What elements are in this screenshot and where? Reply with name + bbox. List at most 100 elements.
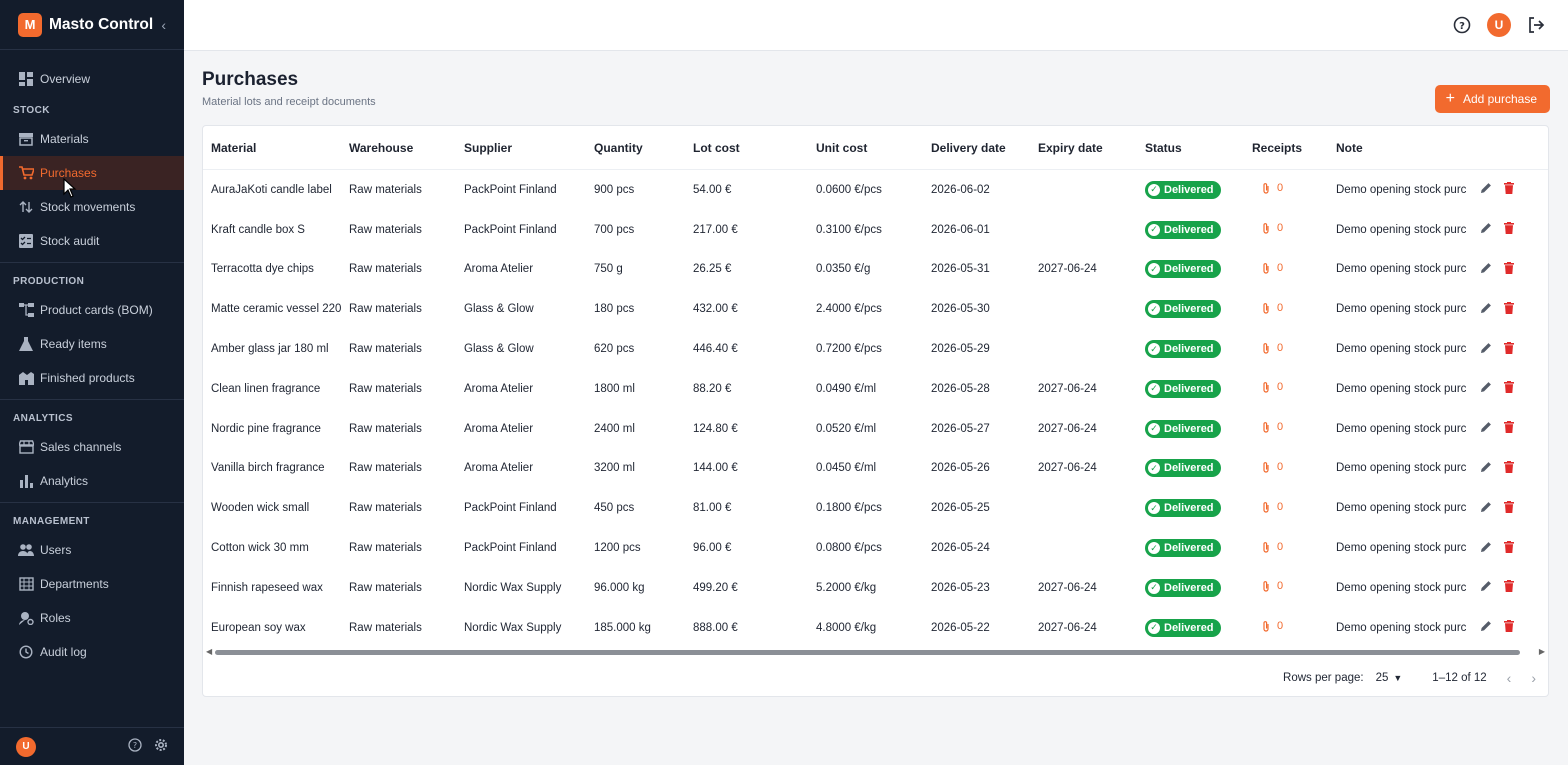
scroll-right-icon[interactable]: ▶ xyxy=(1538,647,1545,656)
previous-page-icon[interactable]: ‹ xyxy=(1506,670,1512,686)
sidebar-item-sales-channels[interactable]: Sales channels xyxy=(0,430,184,464)
user-avatar[interactable]: U xyxy=(16,736,36,757)
sidebar-item-stock-movements[interactable]: Stock movements xyxy=(0,190,184,224)
column-header-delivery-date[interactable]: Delivery date xyxy=(931,140,1006,155)
delete-icon[interactable] xyxy=(1504,301,1514,317)
sidebar-item-product-cards-bom-[interactable]: Product cards (BOM) xyxy=(0,293,184,327)
delete-icon[interactable] xyxy=(1504,222,1514,237)
table-row[interactable]: Vanilla birch fragrance Raw materials Arom… xyxy=(203,449,1548,489)
receipts-link[interactable]: 0 xyxy=(1252,182,1283,194)
edit-icon[interactable] xyxy=(1480,541,1492,556)
column-header-status[interactable]: Status xyxy=(1145,140,1182,155)
table-cell: AuraJaKoti candle label xyxy=(211,183,332,196)
receipts-count: 0 xyxy=(1277,301,1284,314)
table-cell: Raw materials xyxy=(349,223,422,236)
receipts-link[interactable]: 0 xyxy=(1252,381,1283,393)
account-avatar[interactable]: U xyxy=(1487,13,1511,37)
sidebar-item-audit-log[interactable]: Audit log xyxy=(0,635,184,669)
sidebar-item-analytics[interactable]: Analytics xyxy=(0,464,184,498)
receipts-link[interactable]: 0 xyxy=(1252,541,1283,553)
table-row[interactable]: AuraJaKoti candle label Raw materials Pack… xyxy=(203,170,1548,210)
help-icon[interactable]: ? xyxy=(1452,15,1472,35)
receipts-link[interactable]: 0 xyxy=(1252,461,1283,473)
table-row[interactable]: European soy wax Raw materials Nordic Wax … xyxy=(203,608,1548,648)
table-row[interactable]: Clean linen fragrance Raw materials Aroma … xyxy=(203,369,1548,409)
table-cell: Terracotta dye chips xyxy=(211,263,314,276)
rows-per-page-select[interactable]: 25 ▼ xyxy=(1376,672,1403,684)
table-row[interactable]: Kraft candle box S Raw materials PackPoint… xyxy=(203,210,1548,250)
edit-icon[interactable] xyxy=(1480,501,1492,516)
sidebar-item-purchases[interactable]: Purchases xyxy=(0,156,184,190)
table-cell: 2026-05-27 xyxy=(931,422,990,435)
column-header-lot-cost[interactable]: Lot cost xyxy=(693,140,740,155)
table-cell: 2026-05-29 xyxy=(931,343,990,356)
column-header-unit-cost[interactable]: Unit cost xyxy=(816,140,868,155)
column-header-supplier[interactable]: Supplier xyxy=(464,140,513,155)
scrollbar-thumb[interactable] xyxy=(215,650,1520,655)
delete-icon[interactable] xyxy=(1504,500,1514,516)
table-cell: 0.0520 €/ml xyxy=(816,422,877,435)
scroll-left-icon[interactable]: ◀ xyxy=(206,647,213,656)
table-row[interactable]: Cotton wick 30 mm Raw materials PackPoint … xyxy=(203,528,1548,568)
sidebar-item-departments[interactable]: Departments xyxy=(0,567,184,601)
column-header-warehouse[interactable]: Warehouse xyxy=(349,140,414,155)
horizontal-scrollbar[interactable]: ◀ ▶ xyxy=(203,646,1548,657)
edit-icon[interactable] xyxy=(1480,580,1492,595)
receipts-link[interactable]: 0 xyxy=(1252,421,1283,433)
collapse-sidebar-icon[interactable]: ‹ xyxy=(161,16,166,33)
delete-icon[interactable] xyxy=(1504,580,1514,595)
sidebar-item-roles[interactable]: Roles xyxy=(0,601,184,635)
settings-icon[interactable] xyxy=(154,738,168,755)
edit-icon[interactable] xyxy=(1480,461,1492,476)
delete-icon[interactable] xyxy=(1504,421,1514,436)
table-row[interactable]: Terracotta dye chips Raw materials Aroma A… xyxy=(203,250,1548,290)
add-purchase-button[interactable]: + Add purchase xyxy=(1434,85,1550,113)
receipts-link[interactable]: 0 xyxy=(1252,302,1283,314)
column-header-quantity[interactable]: Quantity xyxy=(594,140,643,155)
sidebar-item-stock-audit[interactable]: Stock audit xyxy=(0,224,184,258)
receipts-link[interactable]: 0 xyxy=(1252,342,1283,354)
sidebar-item-ready-items[interactable]: Ready items xyxy=(0,327,184,361)
edit-icon[interactable] xyxy=(1480,302,1492,317)
column-header-expiry-date[interactable]: Expiry date xyxy=(1038,140,1103,155)
table-row[interactable]: Matte ceramic vessel 220 Raw materials Gla… xyxy=(203,289,1548,329)
next-page-icon[interactable]: › xyxy=(1531,670,1536,686)
table-row[interactable]: Wooden wick small Raw materials PackPoint … xyxy=(203,488,1548,528)
column-header-note[interactable]: Note xyxy=(1336,140,1363,155)
edit-icon[interactable] xyxy=(1480,620,1492,635)
table-cell: 180 pcs xyxy=(594,303,635,316)
receipts-link[interactable]: 0 xyxy=(1252,501,1283,513)
delete-icon[interactable] xyxy=(1504,381,1514,396)
table-row[interactable]: Finnish rapeseed wax Raw materials Nordic … xyxy=(203,568,1548,608)
help-icon[interactable]: ? xyxy=(128,738,142,755)
delete-icon[interactable] xyxy=(1504,540,1514,556)
sidebar-item-finished-products[interactable]: Finished products xyxy=(0,361,184,395)
sidebar-item-users[interactable]: Users xyxy=(0,533,184,567)
delete-icon[interactable] xyxy=(1504,460,1514,476)
receipts-count: 0 xyxy=(1277,421,1284,434)
receipts-link[interactable]: 0 xyxy=(1252,580,1283,592)
receipts-link[interactable]: 0 xyxy=(1252,262,1283,274)
column-header-receipts[interactable]: Receipts xyxy=(1252,140,1303,155)
delete-icon[interactable] xyxy=(1504,261,1514,277)
edit-icon[interactable] xyxy=(1480,421,1492,436)
edit-icon[interactable] xyxy=(1480,381,1492,396)
edit-icon[interactable] xyxy=(1480,262,1492,277)
edit-icon[interactable] xyxy=(1480,222,1492,237)
table-cell: 450 pcs xyxy=(594,502,635,515)
delete-icon[interactable] xyxy=(1504,620,1514,635)
receipts-link[interactable]: 0 xyxy=(1252,620,1283,632)
table-row[interactable]: Amber glass jar 180 ml Raw materials Glass… xyxy=(203,329,1548,369)
delete-icon[interactable] xyxy=(1504,341,1514,357)
sidebar-item-materials[interactable]: Materials xyxy=(0,122,184,156)
column-header-material[interactable]: Material xyxy=(211,140,257,155)
table-cell: 2027-06-24 xyxy=(1038,621,1097,634)
edit-icon[interactable] xyxy=(1480,182,1492,197)
receipts-link[interactable]: 0 xyxy=(1252,222,1283,234)
logout-icon[interactable] xyxy=(1526,15,1546,35)
table-row[interactable]: Nordic pine fragrance Raw materials Aroma … xyxy=(203,409,1548,449)
delete-icon[interactable] xyxy=(1504,182,1514,197)
sidebar-item-overview[interactable]: Overview xyxy=(0,62,184,96)
edit-icon[interactable] xyxy=(1480,342,1492,357)
check-circle-icon: ✓ xyxy=(1148,542,1160,555)
